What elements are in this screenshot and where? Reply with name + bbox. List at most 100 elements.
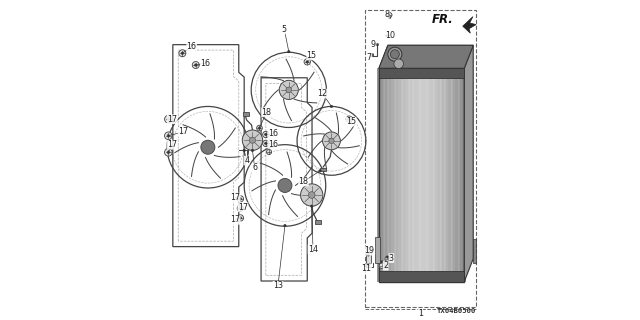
Text: 19: 19 (365, 246, 375, 255)
Polygon shape (379, 45, 473, 68)
Polygon shape (463, 17, 476, 33)
Circle shape (179, 50, 186, 57)
Circle shape (329, 138, 334, 144)
Circle shape (308, 192, 315, 198)
Circle shape (330, 105, 333, 108)
Text: 16: 16 (268, 129, 278, 138)
Circle shape (278, 179, 292, 192)
Text: 18: 18 (298, 177, 308, 186)
Text: 10: 10 (385, 31, 395, 40)
Text: 15: 15 (307, 51, 317, 60)
Bar (379, 271, 464, 282)
Text: 9: 9 (371, 40, 376, 49)
FancyBboxPatch shape (320, 168, 326, 171)
Text: 16: 16 (268, 140, 278, 148)
Circle shape (243, 149, 246, 152)
Circle shape (262, 140, 269, 147)
FancyBboxPatch shape (315, 220, 321, 224)
Circle shape (388, 47, 402, 61)
Bar (365, 10, 476, 307)
Bar (379, 68, 464, 282)
Text: 15: 15 (346, 117, 356, 126)
Text: 18: 18 (262, 108, 271, 117)
Circle shape (167, 151, 170, 154)
Circle shape (386, 35, 388, 37)
Circle shape (195, 64, 197, 66)
Circle shape (279, 80, 298, 100)
Text: 17: 17 (230, 193, 241, 202)
Text: 1: 1 (418, 309, 423, 318)
Text: 11: 11 (362, 264, 371, 273)
Circle shape (167, 118, 170, 120)
Text: 7: 7 (367, 52, 372, 61)
Bar (379, 68, 464, 78)
Circle shape (388, 16, 390, 19)
Circle shape (306, 60, 308, 63)
Circle shape (346, 116, 353, 122)
Text: 14: 14 (308, 245, 318, 254)
Text: 12: 12 (317, 89, 328, 98)
Circle shape (286, 87, 292, 93)
Bar (473, 239, 476, 262)
Circle shape (348, 118, 351, 120)
Circle shape (201, 140, 215, 154)
Text: 6: 6 (252, 164, 257, 172)
Circle shape (323, 132, 340, 150)
Circle shape (266, 149, 271, 155)
Circle shape (250, 137, 255, 143)
Circle shape (387, 12, 392, 18)
Text: 16: 16 (187, 42, 196, 51)
Text: FR.: FR. (431, 13, 453, 26)
Polygon shape (379, 45, 473, 68)
Text: 17: 17 (167, 115, 177, 124)
Circle shape (282, 83, 296, 97)
Circle shape (390, 50, 399, 59)
Text: 13: 13 (273, 281, 283, 290)
Circle shape (376, 44, 379, 46)
Text: TX64B0500: TX64B0500 (436, 308, 476, 314)
Circle shape (319, 170, 321, 172)
Text: 5: 5 (282, 25, 287, 34)
Circle shape (380, 263, 385, 268)
Circle shape (258, 127, 260, 129)
Text: 2: 2 (383, 261, 388, 270)
Circle shape (394, 59, 403, 68)
Text: 16: 16 (200, 59, 211, 68)
Circle shape (367, 254, 370, 256)
Circle shape (243, 130, 262, 150)
Circle shape (237, 215, 244, 221)
Circle shape (237, 196, 244, 202)
Circle shape (164, 148, 172, 156)
Circle shape (387, 256, 389, 258)
Text: 3: 3 (389, 253, 394, 263)
Text: 17: 17 (230, 215, 241, 224)
FancyBboxPatch shape (243, 112, 249, 116)
Text: 17: 17 (178, 127, 188, 136)
Bar (375, 237, 380, 262)
Circle shape (371, 53, 374, 56)
Circle shape (164, 132, 172, 140)
Circle shape (264, 142, 267, 145)
Circle shape (385, 256, 390, 261)
Circle shape (262, 131, 269, 138)
Text: 8: 8 (385, 10, 389, 19)
Circle shape (310, 205, 313, 207)
Circle shape (325, 134, 338, 147)
Text: 17: 17 (238, 203, 248, 212)
Circle shape (181, 52, 184, 54)
Bar (365, 247, 371, 262)
Circle shape (287, 50, 290, 53)
Circle shape (251, 149, 253, 152)
Circle shape (239, 217, 242, 219)
Circle shape (381, 260, 383, 263)
Circle shape (167, 134, 170, 137)
Polygon shape (464, 45, 473, 282)
Circle shape (368, 264, 371, 266)
Circle shape (239, 197, 242, 200)
Text: 4: 4 (244, 156, 249, 165)
Circle shape (192, 61, 199, 68)
Text: 17: 17 (167, 140, 177, 149)
Circle shape (304, 59, 310, 65)
Circle shape (284, 224, 286, 227)
Circle shape (237, 205, 244, 212)
